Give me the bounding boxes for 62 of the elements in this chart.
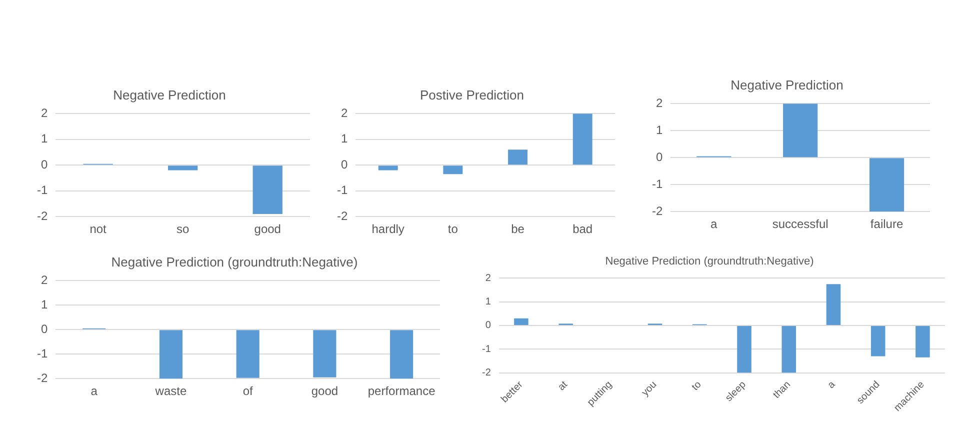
y-tick-label: -1 <box>337 183 348 198</box>
chart-title: Negative Prediction <box>730 77 844 92</box>
x-tick-label: performance <box>368 384 436 398</box>
x-tick-label: you <box>640 379 660 398</box>
bar <box>737 326 752 373</box>
y-tick-label: -1 <box>482 344 492 355</box>
x-tick-label: hardly <box>372 222 404 236</box>
x-tick-label: be <box>511 222 525 236</box>
y-tick-label: 2 <box>485 272 492 284</box>
x-tick-label: a <box>90 384 98 398</box>
bar <box>916 326 930 358</box>
y-tick-label: -1 <box>652 176 663 191</box>
y-tick-label: 1 <box>340 132 348 146</box>
y-tick-label: -2 <box>652 204 663 218</box>
y-tick-label: 2 <box>340 106 348 120</box>
bar <box>572 114 592 165</box>
x-tick-label: failure <box>870 217 904 232</box>
bar <box>869 158 904 212</box>
y-tick-label: -1 <box>37 183 48 198</box>
y-tick-label: -2 <box>482 368 492 379</box>
y-tick-label: 1 <box>656 122 663 137</box>
y-tick-label: 0 <box>485 320 492 332</box>
x-tick-label: good <box>254 222 281 236</box>
y-tick-label: 0 <box>340 157 348 172</box>
chart-title: Negative Prediction <box>113 87 226 102</box>
x-tick-label: to <box>448 222 458 236</box>
bar <box>826 284 841 325</box>
bar <box>514 318 528 325</box>
bar <box>378 166 398 170</box>
x-tick-label: at <box>556 379 570 393</box>
x-tick-label: bad <box>572 222 593 236</box>
bar <box>782 326 796 373</box>
x-tick-label: to <box>690 379 704 393</box>
y-tick-label: 0 <box>656 150 663 164</box>
y-tick-label: -2 <box>37 370 48 385</box>
y-tick-label: 2 <box>40 106 48 120</box>
x-tick-label: of <box>242 384 254 398</box>
x-tick-label: successful <box>772 217 828 232</box>
y-tick-label: 2 <box>40 272 48 287</box>
y-tick-label: -1 <box>37 346 48 360</box>
x-tick-label: waste <box>154 384 187 398</box>
y-tick-label: -2 <box>337 208 348 223</box>
x-tick-label: a <box>826 379 838 392</box>
y-tick-label: 1 <box>485 296 492 308</box>
x-tick-label: so <box>176 222 190 236</box>
bar <box>508 150 528 165</box>
y-tick-label: 0 <box>40 322 48 336</box>
bar <box>443 166 463 174</box>
x-tick-label: not <box>90 222 108 236</box>
x-tick-label: than <box>771 379 793 401</box>
x-tick-label: good <box>311 384 338 398</box>
chart-title: Negative Prediction (groundtruth:Negative) <box>605 256 814 268</box>
y-tick-label: 2 <box>656 96 663 110</box>
bar <box>783 104 818 158</box>
y-tick-label: 1 <box>40 297 48 312</box>
bar <box>870 326 886 356</box>
x-tick-label: a <box>710 217 718 232</box>
y-tick-label: -2 <box>37 208 48 223</box>
y-tick-label: 0 <box>40 157 48 172</box>
y-tick-label: 1 <box>40 132 48 146</box>
chart-title: Negative Prediction (groundtruth:Negative) <box>111 254 358 270</box>
chart-title: Postive Prediction <box>420 87 524 102</box>
